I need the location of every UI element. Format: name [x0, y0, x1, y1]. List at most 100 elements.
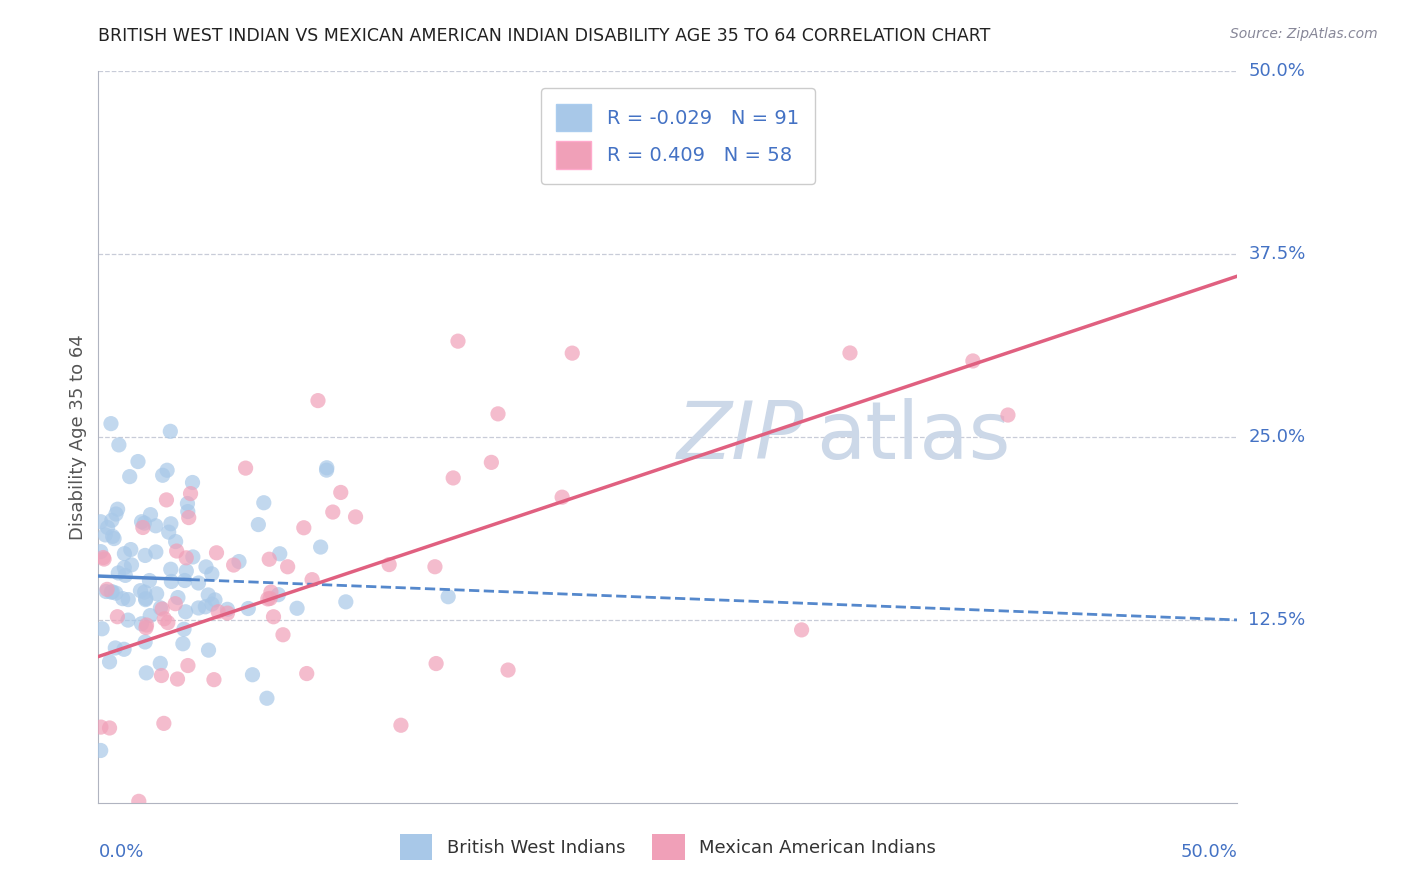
Point: [153, 612, 176, 626]
Point: [238, 601, 260, 615]
Point: [134, 516, 156, 530]
Point: [389, 718, 412, 732]
Point: [181, 475, 204, 490]
Y-axis label: Disability Age 35 to 64: Disability Age 35 to 64: [69, 334, 87, 540]
Point: [91, 550, 114, 565]
Point: [155, 492, 177, 507]
Point: [117, 613, 139, 627]
Text: atlas: atlas: [815, 398, 1011, 476]
Point: [90, 515, 112, 529]
Point: [111, 591, 134, 606]
Text: ZIP: ZIP: [678, 398, 804, 476]
Point: [128, 794, 150, 808]
Text: BRITISH WEST INDIAN VS MEXICAN AMERICAN INDIAN DISABILITY AGE 35 TO 64 CORRELATI: BRITISH WEST INDIAN VS MEXICAN AMERICAN …: [98, 27, 991, 45]
Point: [425, 657, 447, 671]
Point: [127, 454, 149, 468]
Point: [201, 566, 224, 581]
Point: [344, 509, 367, 524]
Point: [441, 471, 464, 485]
Point: [277, 559, 299, 574]
Point: [103, 532, 125, 546]
Text: 0.0%: 0.0%: [98, 843, 143, 861]
Point: [174, 550, 197, 565]
Point: [165, 534, 187, 549]
Point: [98, 721, 121, 735]
Point: [105, 609, 128, 624]
Point: [139, 508, 162, 522]
Point: [256, 591, 278, 606]
Point: [167, 591, 190, 605]
Point: [259, 591, 281, 606]
Text: 50.0%: 50.0%: [1249, 62, 1305, 80]
Point: [150, 602, 173, 616]
Point: [145, 545, 167, 559]
Text: 25.0%: 25.0%: [1249, 428, 1306, 446]
Point: [159, 562, 181, 576]
Point: [551, 490, 574, 504]
Point: [131, 515, 153, 529]
Point: [91, 622, 114, 636]
Point: [307, 393, 329, 408]
Point: [101, 529, 124, 543]
Point: [173, 622, 195, 636]
Text: 37.5%: 37.5%: [1249, 245, 1306, 263]
Point: [962, 354, 984, 368]
Point: [139, 608, 162, 623]
Point: [257, 552, 280, 566]
Point: [132, 520, 155, 534]
Point: [242, 667, 264, 681]
Point: [152, 468, 174, 483]
Point: [135, 591, 157, 606]
Point: [173, 574, 195, 588]
Point: [195, 560, 218, 574]
Legend: British West Indians, Mexican American Indians: British West Indians, Mexican American I…: [392, 827, 943, 867]
Point: [253, 496, 276, 510]
Point: [118, 469, 141, 483]
Point: [205, 546, 228, 560]
Point: [93, 552, 115, 566]
Point: [112, 547, 135, 561]
Point: [315, 460, 337, 475]
Point: [479, 455, 502, 469]
Point: [309, 540, 332, 554]
Point: [160, 516, 183, 531]
Point: [134, 549, 156, 563]
Point: [202, 673, 225, 687]
Point: [121, 558, 143, 572]
Point: [107, 566, 129, 580]
Point: [101, 584, 124, 599]
Point: [997, 408, 1019, 422]
Point: [217, 602, 239, 616]
Point: [839, 346, 862, 360]
Point: [176, 564, 198, 578]
Point: [98, 655, 121, 669]
Point: [138, 574, 160, 588]
Point: [335, 595, 357, 609]
Point: [135, 592, 157, 607]
Point: [104, 586, 127, 600]
Point: [177, 510, 200, 524]
Point: [177, 658, 200, 673]
Point: [285, 601, 308, 615]
Point: [166, 672, 188, 686]
Point: [134, 635, 156, 649]
Point: [135, 618, 157, 632]
Point: [197, 643, 219, 657]
Point: [269, 547, 291, 561]
Point: [166, 544, 188, 558]
Point: [108, 438, 131, 452]
Point: [187, 601, 209, 615]
Point: [104, 507, 127, 521]
Point: [256, 691, 278, 706]
Point: [135, 665, 157, 680]
Point: [447, 334, 470, 348]
Point: [165, 597, 187, 611]
Point: [187, 576, 209, 591]
Point: [100, 417, 122, 431]
Point: [112, 642, 135, 657]
Point: [201, 597, 224, 611]
Point: [153, 716, 176, 731]
Text: 12.5%: 12.5%: [1249, 611, 1306, 629]
Point: [329, 485, 352, 500]
Point: [149, 600, 172, 615]
